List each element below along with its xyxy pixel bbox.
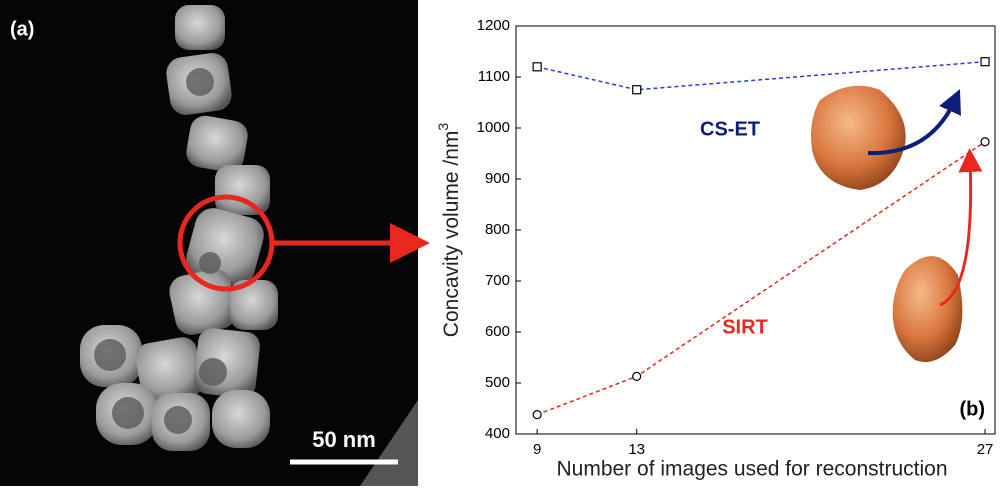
y-tick-label: 500	[485, 374, 510, 391]
x-tick-label: 9	[533, 441, 541, 458]
y-axis-label: Concavity volume /nm3	[435, 123, 463, 338]
y-axis-label-sup: 3	[435, 123, 451, 131]
x-axis-label: Number of images used for reconstruction	[556, 458, 947, 481]
y-tick-label: 800	[485, 221, 510, 238]
y-tick-label: 600	[485, 323, 510, 340]
y-axis-label-text: Concavity volume /nm	[440, 131, 463, 338]
figure: (a) 50 nm (b) Number of images used for …	[0, 0, 1002, 486]
panel-label: (b)	[959, 398, 985, 420]
y-tick-label: 1100	[478, 68, 510, 85]
y-tick-label: 1200	[477, 17, 510, 34]
scale-bar-label: 50 nm	[312, 427, 376, 452]
point	[533, 63, 541, 71]
page: {"image_panel": {"label": "(a)", "scale_…	[0, 0, 1002, 486]
point	[633, 86, 641, 94]
y-tick-label: 1000	[477, 119, 510, 136]
plot: (b) Number of images used for reconstruc…	[435, 26, 995, 481]
y-tick-label: 400	[485, 425, 510, 442]
series-line	[537, 62, 985, 90]
x-tick-label: 27	[977, 441, 994, 458]
point	[633, 372, 641, 380]
point	[533, 411, 541, 419]
series-label: CS-ET	[700, 118, 760, 140]
y-tick-label: 900	[485, 170, 510, 187]
panel-label: (a)	[10, 18, 34, 40]
point	[981, 58, 989, 66]
plot-frame	[516, 26, 995, 434]
micrograph: (a) 50 nm	[0, 0, 418, 486]
renderings	[811, 86, 971, 362]
x-tick-label: 13	[628, 441, 645, 458]
y-tick-label: 700	[485, 272, 510, 289]
series-label: SIRT	[722, 316, 768, 338]
point	[981, 138, 989, 146]
